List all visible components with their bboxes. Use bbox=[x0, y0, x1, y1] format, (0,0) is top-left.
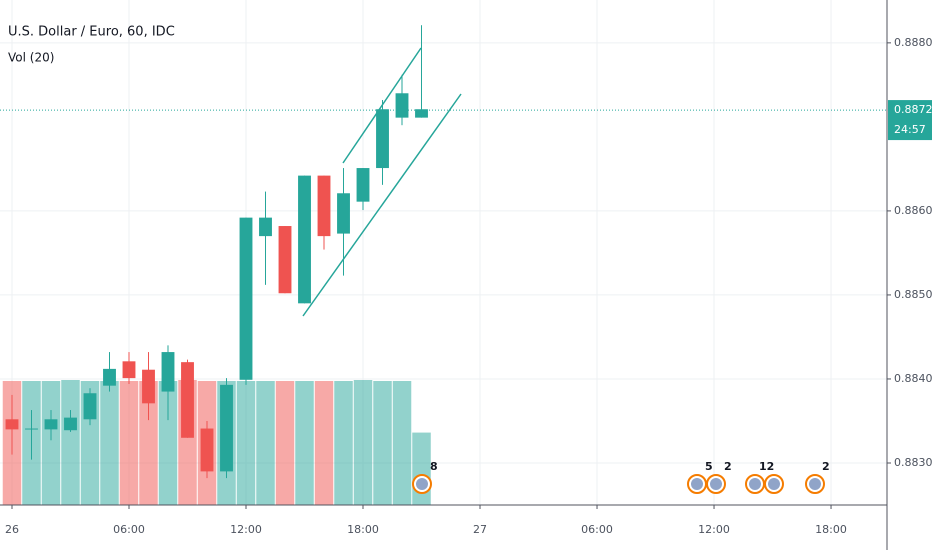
trend-line bbox=[342, 47, 422, 164]
x-tick-label: 12:00 bbox=[230, 523, 262, 536]
candle-body bbox=[5, 419, 19, 430]
volume-bar bbox=[314, 380, 334, 505]
event-count: 8 bbox=[430, 460, 438, 473]
candle-body bbox=[395, 93, 409, 118]
volume-bar bbox=[295, 380, 314, 505]
event-icon: 8 bbox=[412, 460, 438, 494]
candle-body bbox=[200, 428, 214, 472]
volume-bar bbox=[275, 380, 295, 505]
y-tick-label: 0.8840 bbox=[894, 372, 932, 385]
candle-body bbox=[337, 193, 350, 234]
candle-body bbox=[220, 384, 233, 472]
event-icon: 5 bbox=[687, 460, 713, 494]
event-count: 2 bbox=[822, 460, 830, 473]
candle-body bbox=[298, 175, 311, 304]
event-icon: 2 bbox=[706, 460, 732, 494]
event-count: 2 bbox=[724, 460, 732, 473]
candle-body bbox=[181, 362, 194, 438]
volume-bar bbox=[412, 432, 431, 505]
volume-bar bbox=[334, 380, 353, 505]
indicator-label: Vol (20) bbox=[8, 51, 54, 65]
volume-bar bbox=[119, 380, 139, 505]
chart-title: U.S. Dollar / Euro, 60, IDC bbox=[8, 25, 175, 40]
x-tick-label: 27 bbox=[473, 523, 487, 536]
candle-body bbox=[376, 109, 389, 169]
event-icon: 2 bbox=[805, 460, 830, 494]
x-tick-label: 18:00 bbox=[815, 523, 847, 536]
trend-line bbox=[302, 93, 462, 317]
candle-body bbox=[64, 417, 77, 431]
candle-body bbox=[122, 361, 136, 379]
y-tick-label: 0.8880 bbox=[894, 36, 932, 49]
candle-body bbox=[44, 419, 58, 430]
last-price-box bbox=[888, 100, 932, 141]
volume-bar bbox=[61, 380, 80, 505]
volume-bar bbox=[256, 380, 275, 505]
volume-bar bbox=[353, 380, 373, 505]
event-count: 5 bbox=[705, 460, 713, 473]
volume-bar bbox=[373, 380, 392, 505]
volume-bar bbox=[139, 380, 158, 505]
countdown-label: 24:57 bbox=[894, 123, 926, 136]
candle-body bbox=[161, 352, 175, 392]
candle-body bbox=[415, 109, 428, 118]
candle-body bbox=[142, 369, 155, 404]
volume-bar bbox=[41, 380, 61, 505]
candle-body bbox=[103, 368, 116, 386]
volume-bar bbox=[392, 380, 412, 505]
volume-bar bbox=[236, 380, 256, 505]
y-tick-label: 0.8860 bbox=[894, 204, 932, 217]
x-tick-label: 26 bbox=[5, 523, 19, 536]
y-tick-label: 0.8830 bbox=[894, 456, 932, 469]
candle-body bbox=[239, 217, 253, 380]
x-tick-label: 06:00 bbox=[581, 523, 613, 536]
candle-body bbox=[278, 226, 292, 294]
event-count: 12 bbox=[759, 460, 774, 473]
candle-body bbox=[259, 217, 272, 237]
event-icon: 12 bbox=[745, 460, 784, 494]
x-tick-label: 12:00 bbox=[698, 523, 730, 536]
candle-body bbox=[317, 175, 331, 237]
x-tick-label: 18:00 bbox=[347, 523, 379, 536]
candle-body bbox=[25, 428, 38, 430]
candle-body bbox=[83, 393, 97, 420]
last-price-label: 0.8872 bbox=[894, 103, 932, 116]
candle-body bbox=[356, 168, 370, 202]
volume-bar bbox=[158, 380, 178, 505]
y-tick-label: 0.8850 bbox=[894, 288, 932, 301]
volume-bar bbox=[100, 380, 119, 505]
x-tick-label: 06:00 bbox=[113, 523, 145, 536]
